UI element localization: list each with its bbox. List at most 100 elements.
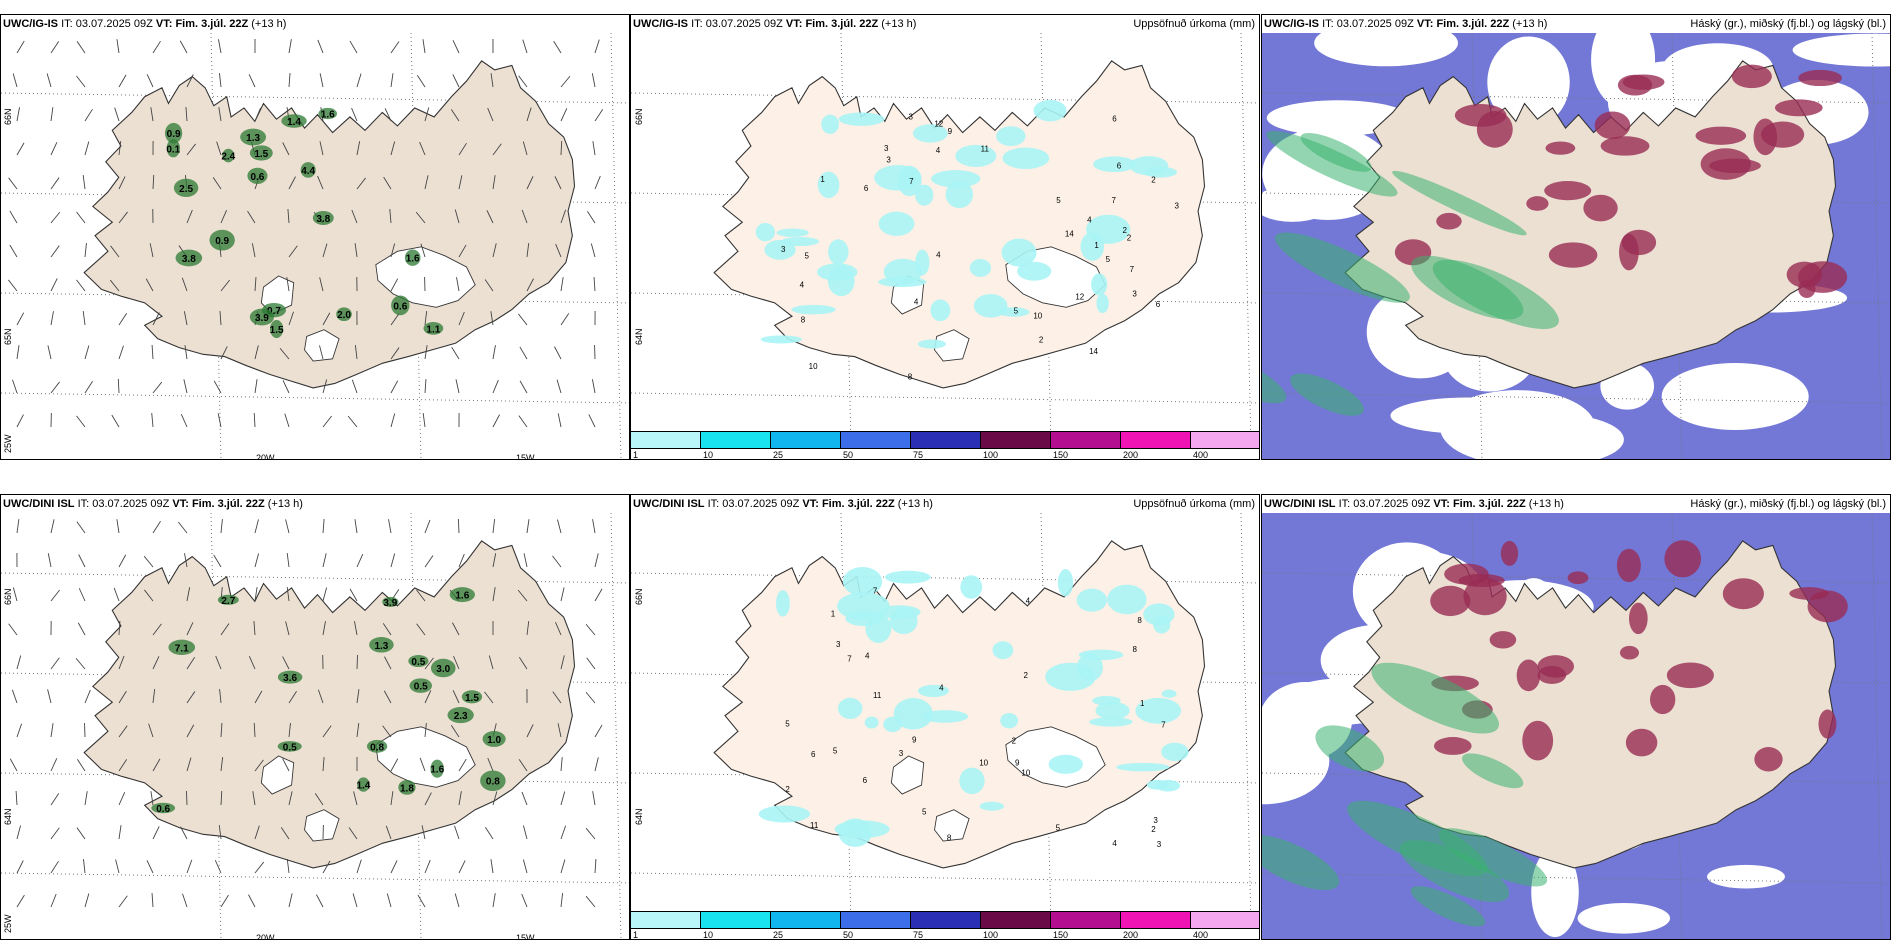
map-canvas: 2.3 0.8 3.0 0.5 3.6 0.6 7.1 2.7 1.6 1.4 0.5 1.5 1.3 1… [1, 513, 629, 939]
wind-barbs [8, 518, 603, 908]
init-time: 03.07.2025 09Z [92, 498, 170, 510]
map-panel-cloud: UWC/IG-IS IT: 03.07.2025 09Z VT: Fim. 3.… [1261, 14, 1891, 460]
precip-value: 8 [947, 834, 952, 843]
precip-value: 10 [1021, 769, 1030, 778]
precip-value: 11 [810, 821, 819, 830]
lat-label: 64N [634, 328, 644, 345]
precip-area [755, 222, 776, 242]
precip-value: 3.8 [316, 214, 330, 225]
map-panel-precip: UWC/IG-IS IT: 03.07.2025 09Z VT: Fim. 3.… [630, 14, 1260, 460]
precip-value: 0.9 [215, 236, 229, 247]
precip-area [1080, 232, 1105, 261]
lat-label: 66N [634, 588, 644, 605]
lat-label: 64N [634, 808, 644, 825]
precip-value: 9 [912, 736, 917, 745]
cloud-high [1399, 840, 1510, 903]
precip-cell [391, 295, 410, 316]
cloud-mid [1731, 64, 1772, 89]
lead-time: (+13 h) [881, 18, 917, 30]
precip-cell [164, 122, 183, 144]
lon-label: 20W [256, 933, 275, 940]
cloud-mid [1761, 121, 1805, 148]
precip-cell [173, 178, 199, 198]
legend-swatch [631, 431, 701, 449]
precip-cell [209, 229, 235, 251]
cloud-mid [1500, 540, 1519, 566]
precip-value: 2 [1039, 336, 1044, 345]
precip-area [828, 239, 849, 265]
precip-area [1002, 147, 1050, 170]
legend-swatch [1191, 911, 1259, 929]
precip-cell [318, 107, 338, 120]
cloud-mid [1722, 578, 1764, 610]
precip-value: 7 [873, 587, 878, 596]
precip-value: 4 [1112, 839, 1117, 848]
lon-label: 20W [256, 453, 275, 460]
field-title: Uppsöfnuð úrkoma (mm) [1133, 498, 1255, 510]
precip-value: 3.8 [182, 254, 196, 265]
precip-value: 1.4 [356, 781, 370, 792]
vt-label: VT: [1433, 498, 1450, 510]
precip-value: 5 [1056, 196, 1061, 205]
cloud-mid [1600, 136, 1650, 156]
precip-area [959, 767, 985, 795]
precip-value: 2.3 [454, 711, 468, 722]
precip-value: 3 [908, 112, 913, 121]
precip-value: 1.4 [287, 117, 301, 128]
cloud-mid [1695, 126, 1747, 145]
precip-value: 0.8 [486, 777, 500, 788]
precip-value: 2.5 [179, 184, 193, 195]
precip-area [1091, 273, 1108, 296]
precip-cell [423, 321, 444, 335]
precip-area [817, 263, 858, 281]
precip-area [1096, 293, 1109, 314]
panel-title: UWC/DINI ISL IT: 03.07.2025 09Z VT: Fim.… [1264, 498, 1564, 510]
legend-swatch [631, 911, 701, 929]
legend-label: 75 [913, 930, 924, 940]
cloud-mid [1666, 662, 1714, 689]
valid-time: Fim. 3.júl. 22Z [821, 498, 895, 510]
vt-label: VT: [155, 18, 173, 30]
panel-title: UWC/IG-IS IT: 03.07.2025 09Z VT: Fim. 3.… [1264, 18, 1547, 30]
precip-cell [404, 249, 421, 266]
precip-value: 1.6 [430, 765, 444, 776]
precip-cell [408, 654, 429, 668]
it-label: IT: [1338, 498, 1351, 510]
lat-label: 65N [3, 328, 13, 345]
legend-label: 25 [773, 450, 784, 460]
precip-value: 4 [1087, 216, 1092, 225]
precip-cell [240, 128, 267, 146]
precip-cell [249, 145, 273, 161]
cloud-mid [1619, 233, 1639, 271]
legend-label: 50 [843, 930, 854, 940]
precip-value: 4 [936, 146, 941, 155]
cloud-mid [1619, 645, 1640, 660]
cloud-mid [1516, 659, 1541, 692]
cloud-high [1262, 835, 1340, 891]
legend-swatch [841, 911, 911, 929]
cloud-high [1371, 662, 1500, 734]
precip-area [864, 716, 879, 729]
cloud-mid [1430, 585, 1471, 617]
cloud-high [1462, 753, 1524, 789]
cloud-mid [1594, 111, 1631, 140]
precip-value: 0.1 [166, 144, 180, 155]
precip-value: 2 [785, 785, 790, 794]
precip-value: 11 [873, 691, 882, 700]
cloud-mid [1622, 74, 1665, 90]
precip-cell [300, 162, 316, 178]
cloud-high [1290, 373, 1364, 416]
cloud-mid [1774, 99, 1823, 117]
precip-value: 10 [979, 759, 988, 768]
precip-area [1000, 713, 1019, 729]
precip-value: 1.0 [487, 735, 501, 746]
precip-value: 1 [831, 609, 836, 618]
precip-value: 1.5 [270, 325, 284, 336]
cloud-mid [1463, 577, 1507, 616]
precip-cell [166, 139, 180, 158]
model-name: UWC/DINI ISL [1264, 498, 1336, 510]
precip-value: 3 [836, 640, 841, 649]
precip-area [1095, 701, 1130, 720]
precip-area [979, 801, 1004, 811]
precip-value: 3 [899, 749, 904, 758]
